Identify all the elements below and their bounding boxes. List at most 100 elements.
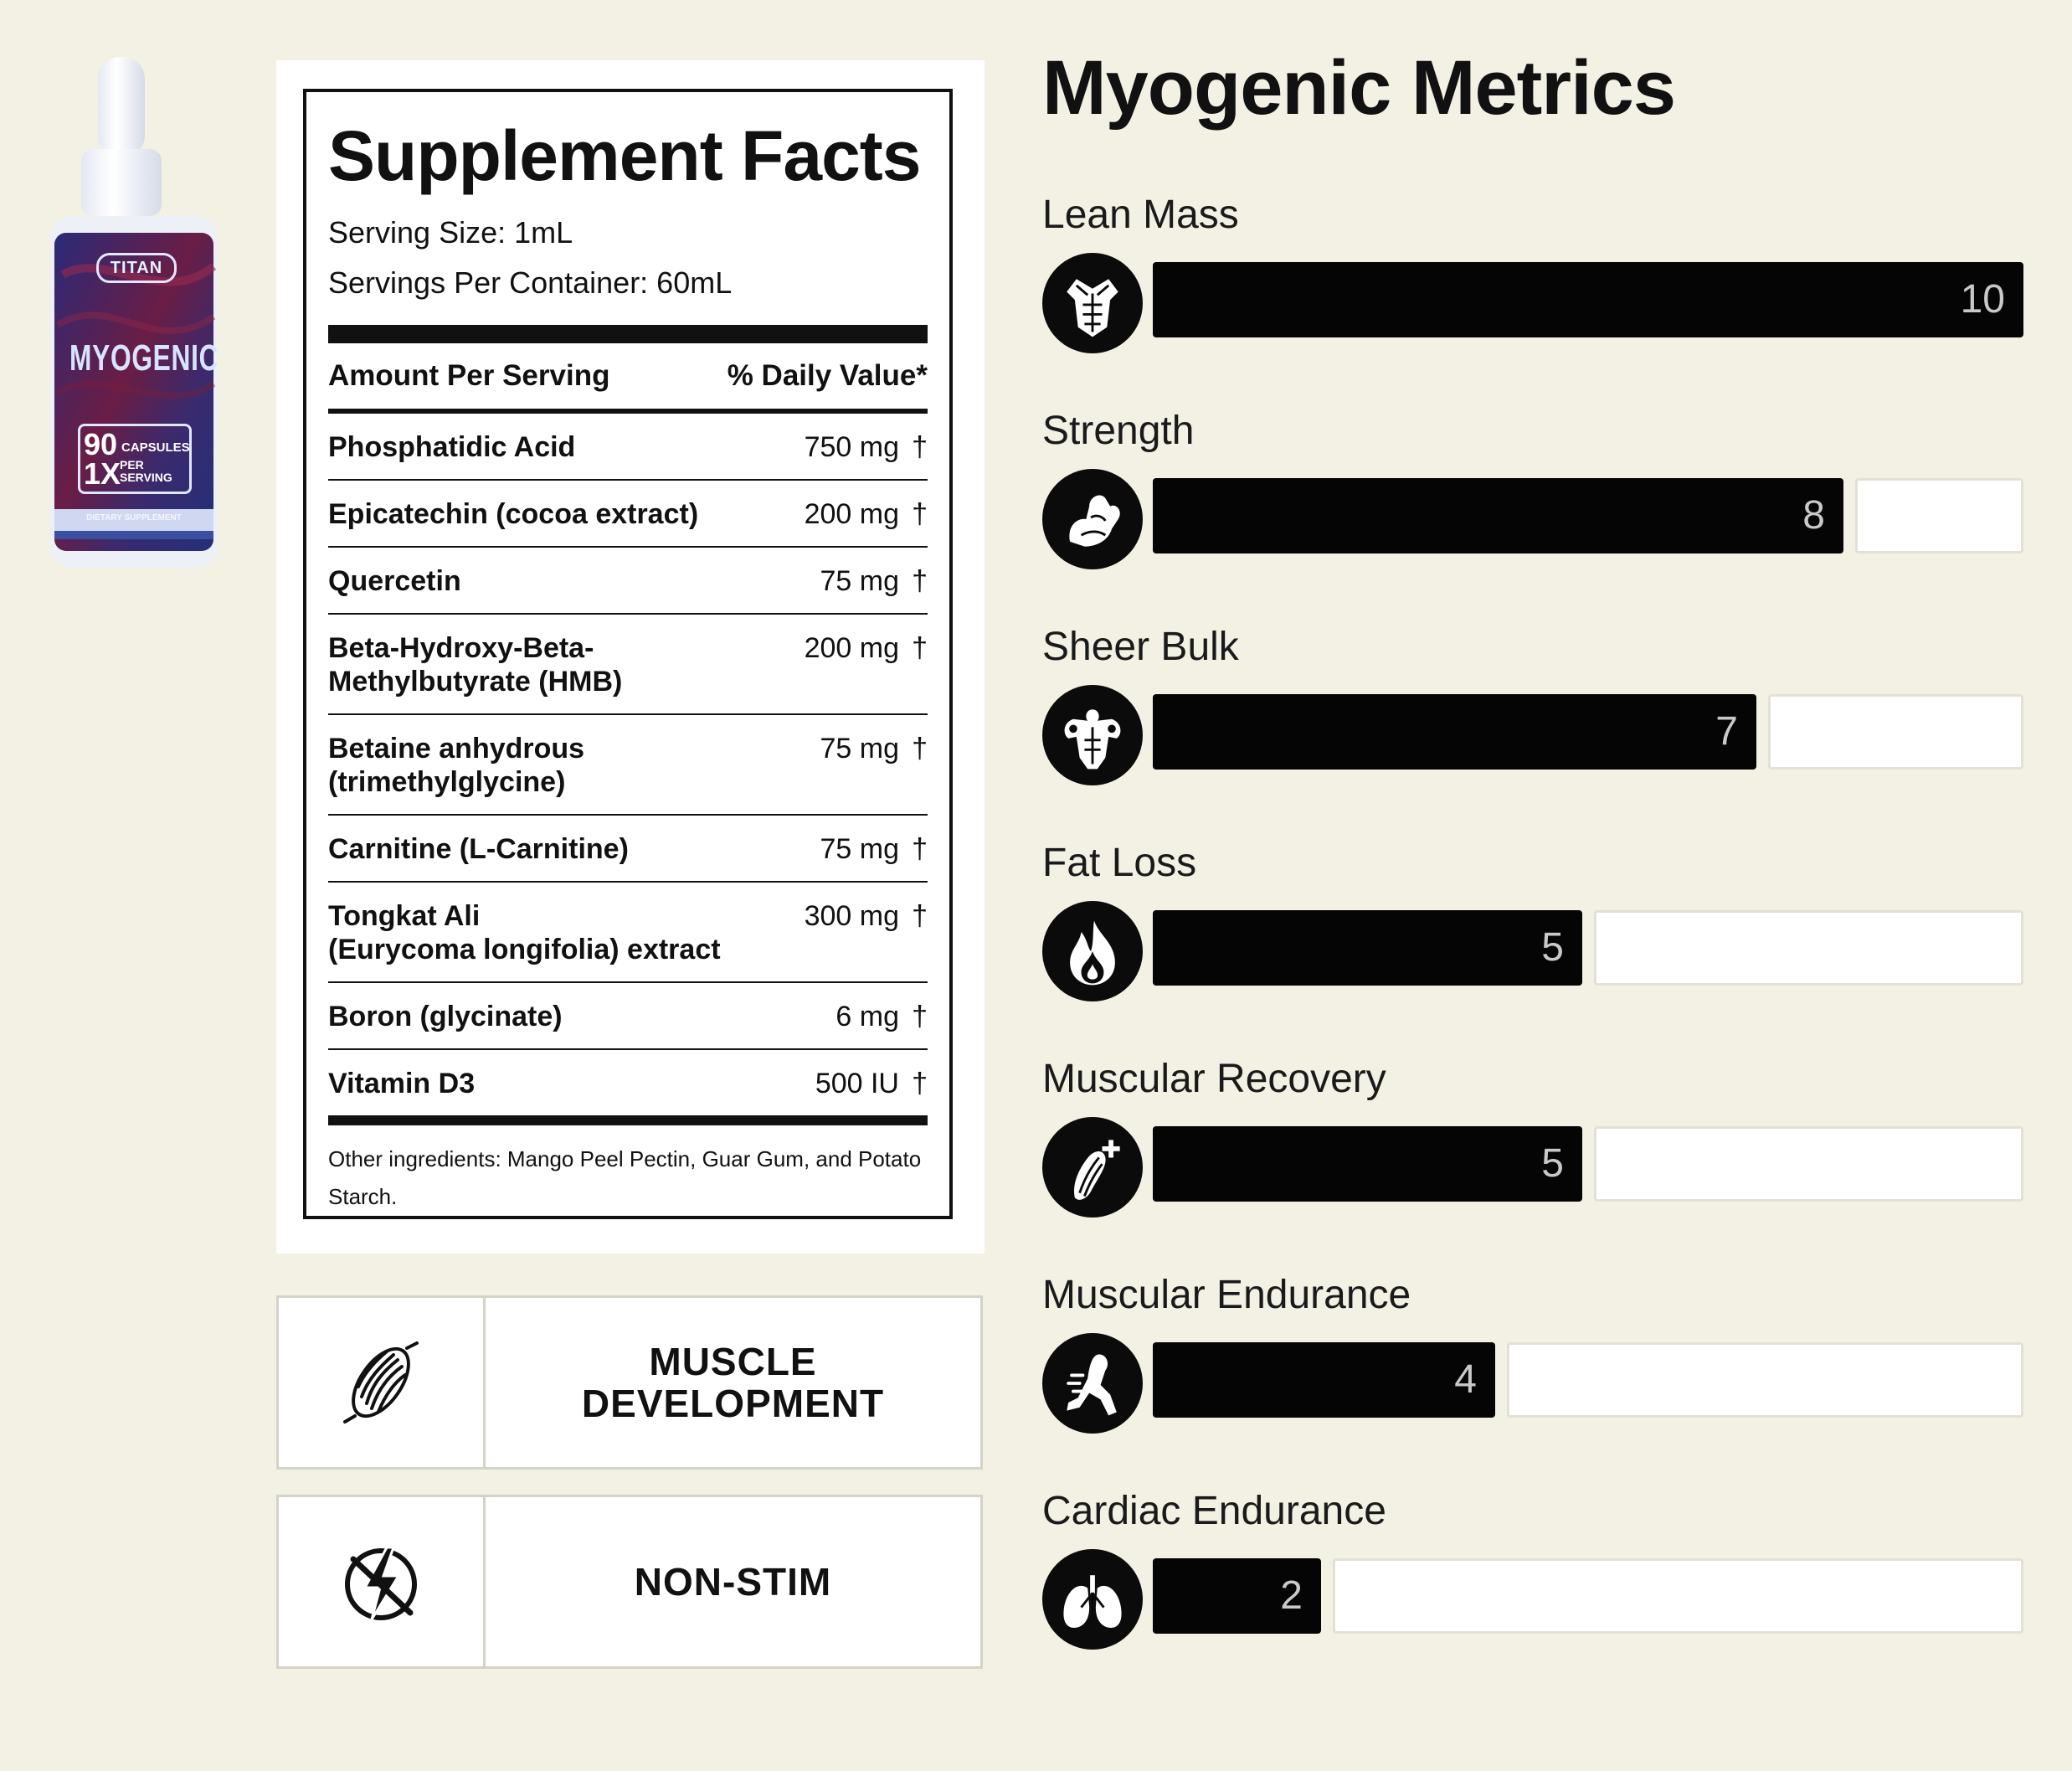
ingredient-name: Carnitine (L-Carnitine): [328, 833, 629, 865]
ingredient-amount: 500 IU: [815, 1068, 899, 1099]
feature-label: NON-STIM: [634, 1560, 832, 1604]
bottle-brand-label: TITAN: [96, 253, 177, 283]
metric-bar-fill: 2: [1153, 1558, 1321, 1634]
ingredient-row: Betaine anhydrous (trimethylglycine) 75 m…: [328, 715, 928, 816]
feature-label: MUSCLE DEVELOPMENT: [581, 1340, 885, 1425]
metric-row: Muscular Recovery 5: [1042, 1050, 2030, 1218]
ingredient-daily-value: †: [912, 431, 928, 463]
ingredient-amount: 6 mg: [835, 1001, 899, 1032]
supplement-facts-card: Supplement Facts Serving Size: 1mL Servi…: [276, 60, 985, 1254]
ingredient-daily-value: †: [912, 565, 928, 597]
bottle-capsule-count: 90: [84, 427, 118, 461]
other-ingredients: Other ingredients: Mango Peel Pectin, Gu…: [328, 1146, 922, 1209]
facts-thick-divider: [328, 325, 928, 343]
daily-value-header: % Daily Value*: [727, 359, 928, 392]
runner-leg-icon: [1042, 1333, 1143, 1434]
metric-value: 10: [1960, 277, 2005, 322]
metric-bar-remainder: [1507, 1342, 2023, 1418]
ingredient-daily-value: †: [912, 900, 928, 932]
bodybuilder-icon: [1042, 685, 1143, 785]
ingredient-list: Phosphatidic Acid 750 mg † Epicatechin (coc…: [328, 414, 928, 1115]
ingredient-amount: 200 mg: [804, 498, 899, 530]
metric-label: Cardiac Endurance: [1042, 1489, 1386, 1533]
metric-bar-track: 4: [1153, 1342, 2023, 1418]
metric-bar-track: 2: [1153, 1558, 2023, 1634]
metric-bar-fill: 7: [1153, 694, 1756, 770]
bottle-product-name: MYOGENIC: [69, 337, 219, 378]
metric-bar-track: 10: [1153, 262, 2023, 337]
amount-per-serving-header: Amount Per Serving: [328, 359, 610, 392]
ingredient-amount-cell: 75 mg †: [820, 832, 928, 866]
metric-label: Fat Loss: [1042, 841, 1197, 885]
metric-bar-fill: 5: [1153, 910, 1582, 986]
ingredient-amount: 75 mg: [820, 833, 900, 865]
bottle-capsule-box: [78, 424, 192, 494]
ingredient-name: Beta-Hydroxy-Beta- Methylbutyrate (HMB): [328, 632, 623, 698]
torso-icon: [1042, 253, 1143, 353]
supplement-facts-title: Supplement Facts: [328, 116, 921, 195]
ingredient-name: Epicatechin (cocoa extract): [328, 498, 699, 530]
ingredient-row: Epicatechin (cocoa extract) 200 mg †: [328, 481, 928, 548]
metric-bar-track: 5: [1153, 1126, 2023, 1202]
metric-value: 7: [1715, 709, 1738, 754]
metric-value: 4: [1454, 1357, 1477, 1402]
facts-end-divider: [328, 1115, 928, 1125]
ingredient-row: Boron (glycinate) 6 mg †: [328, 983, 928, 1050]
ingredient-name: Tongkat Ali (Eurycoma longifolia) extrac…: [328, 900, 721, 965]
metric-label: Sheer Bulk: [1042, 625, 1239, 669]
metric-label: Lean Mass: [1042, 193, 1239, 237]
ingredient-amount-cell: 75 mg †: [820, 732, 928, 765]
metrics-title: Myogenic Metrics: [1042, 45, 1676, 131]
metric-row: Strength 8: [1042, 402, 2030, 569]
ingredient-amount-cell: 6 mg †: [835, 1000, 928, 1033]
ingredient-amount-cell: 200 mg †: [805, 497, 928, 531]
metric-bar-fill: 4: [1153, 1342, 1495, 1418]
metric-label: Muscular Recovery: [1042, 1057, 1386, 1101]
ingredient-amount: 750 mg: [804, 431, 899, 463]
metric-row: Sheer Bulk 7: [1042, 618, 2030, 785]
metric-bar-remainder: [1594, 1126, 2023, 1202]
flame-icon: [1042, 901, 1143, 1001]
bottle-category: DIETARY SUPPLEMENT: [86, 513, 182, 523]
metric-bar-fill: 5: [1153, 1126, 1582, 1202]
ingredient-row: Tongkat Ali (Eurycoma longifolia) extrac…: [328, 883, 928, 983]
ingredient-amount-cell: 300 mg †: [805, 899, 928, 933]
metric-bar-remainder: [1855, 478, 2023, 553]
metric-value: 8: [1802, 493, 1825, 538]
ingredient-amount-cell: 750 mg †: [805, 430, 928, 464]
ingredient-name: Vitamin D3: [328, 1068, 476, 1099]
no-stimulant-icon: [345, 1546, 417, 1620]
flexed-arm-icon: [1042, 469, 1143, 569]
metric-row: Muscular Endurance 4: [1042, 1266, 2030, 1434]
metric-bar-fill: 8: [1153, 478, 1843, 553]
bottle-dose-label: PER SERVING: [120, 458, 172, 484]
facts-header-row: Amount Per Serving % Daily Value*: [328, 343, 928, 414]
metric-row: Fat Loss 5: [1042, 834, 2030, 1001]
metric-value: 2: [1280, 1573, 1303, 1618]
feature-icon-cell: [279, 1298, 486, 1467]
metric-bar-track: 5: [1153, 910, 2023, 986]
lungs-icon: [1042, 1549, 1143, 1650]
ingredient-name: Betaine anhydrous (trimethylglycine): [328, 733, 585, 798]
bottle-graphic: [50, 57, 218, 568]
ingredient-amount-cell: 500 IU †: [815, 1067, 928, 1100]
ingredient-daily-value: †: [912, 498, 928, 530]
metric-row: Cardiac Endurance 2: [1042, 1482, 2030, 1650]
ingredient-row: Quercetin 75 mg †: [328, 548, 928, 615]
ingredient-amount: 75 mg: [820, 565, 900, 597]
ingredient-daily-value: †: [912, 1068, 928, 1099]
product-bottle-image: TITAN MYOGENIC 90 CAPSULES 1X PER SERVIN…: [46, 57, 222, 576]
ingredient-daily-value: †: [912, 733, 928, 765]
ingredient-amount-cell: 200 mg †: [805, 631, 928, 665]
bottle-dose: 1X: [84, 456, 121, 491]
ingredient-amount: 300 mg: [804, 900, 899, 932]
metric-bar-remainder: [1333, 1558, 2023, 1634]
servings-per-container: Servings Per Container: 60mL: [328, 265, 733, 300]
ingredient-name: Quercetin: [328, 565, 461, 597]
ingredient-row: Beta-Hydroxy-Beta- Methylbutyrate (HMB) 2…: [328, 615, 928, 715]
feature-icon-cell: [279, 1497, 486, 1666]
supplement-facts-panel: Supplement Facts Serving Size: 1mL Servi…: [303, 89, 953, 1219]
ingredient-name: Phosphatidic Acid: [328, 431, 576, 463]
ingredient-daily-value: †: [912, 833, 928, 865]
feature-non-stim: NON-STIM: [276, 1495, 983, 1669]
